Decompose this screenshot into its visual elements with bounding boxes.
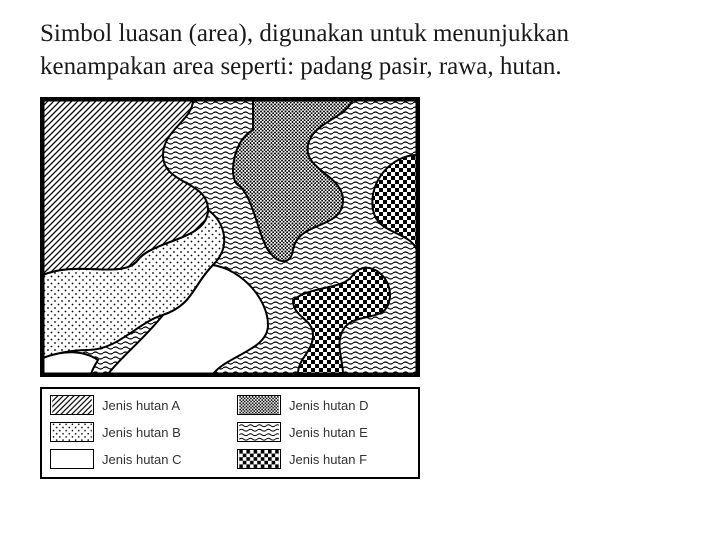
- legend-label: Jenis hutan A: [102, 398, 180, 413]
- legend-label: Jenis hutan D: [289, 398, 369, 413]
- legend-item-b: Jenis hutan B: [50, 422, 223, 442]
- map-legend: Jenis hutan A Jenis hutan D Jenis hutan …: [40, 387, 420, 479]
- legend-item-e: Jenis hutan E: [237, 422, 410, 442]
- legend-swatch-f: [237, 449, 281, 469]
- legend-item-c: Jenis hutan C: [50, 449, 223, 469]
- legend-label: Jenis hutan F: [289, 452, 367, 467]
- legend-item-a: Jenis hutan A: [50, 395, 223, 415]
- slide-title: Simbol luasan (area), digunakan untuk me…: [40, 18, 680, 83]
- legend-swatch-e: [237, 422, 281, 442]
- figure: Jenis hutan A Jenis hutan D Jenis hutan …: [40, 97, 420, 479]
- legend-label: Jenis hutan E: [289, 425, 368, 440]
- area-symbol-map: [40, 97, 420, 377]
- slide: Simbol luasan (area), digunakan untuk me…: [0, 0, 720, 540]
- legend-swatch-c: [50, 449, 94, 469]
- map-region-c-corner: [43, 352, 98, 374]
- legend-swatch-b: [50, 422, 94, 442]
- legend-label: Jenis hutan B: [102, 425, 181, 440]
- legend-swatch-d: [237, 395, 281, 415]
- legend-label: Jenis hutan C: [102, 452, 182, 467]
- legend-item-f: Jenis hutan F: [237, 449, 410, 469]
- legend-item-d: Jenis hutan D: [237, 395, 410, 415]
- legend-swatch-a: [50, 395, 94, 415]
